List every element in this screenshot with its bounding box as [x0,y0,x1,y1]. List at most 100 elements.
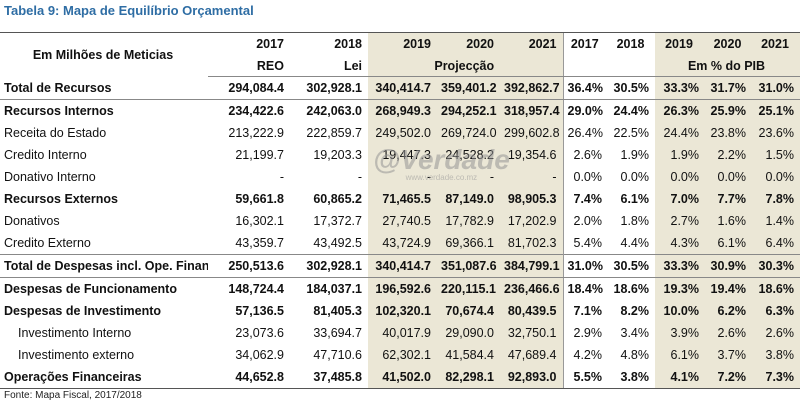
cell-value: 18.6% [613,282,649,296]
row-label: Investimento Interno [18,326,132,340]
cell-value: 2.6% [752,322,800,344]
table-row: Donativos 16,302.1 17,372.7 27,740.5 17,782.… [0,210,800,232]
cell-value: 71,465.5 [368,188,437,210]
cell-value: 242,063.0 [306,104,362,118]
header-year: 2017 [208,32,290,55]
cell-value: 3.4% [620,326,650,340]
cell-value: 3.8% [752,344,800,366]
row-label: Credito Interno [4,148,87,162]
cell-value: 1.9% [655,144,705,166]
cell-value: 19.3% [655,277,705,300]
cell-value: 34,062.9 [235,348,284,362]
row-label: Receita do Estado [4,126,107,140]
cell-value: 24.4% [655,122,705,144]
cell-value: 23,073.6 [235,326,284,340]
cell-value: 7.7% [705,188,752,210]
cell-value: 6.1% [620,192,650,206]
cell-value: - [357,170,362,184]
cell-value: 3.8% [608,366,655,389]
cell-value: 302,928.1 [290,76,368,100]
header-label: Em Milhões de Meticias [0,32,208,77]
cell-value: 87,149.0 [437,188,500,210]
table-row: Donativo Interno - - - - -0.0% 0.0% 0.0% 0.0% 0.0… [0,166,800,188]
cell-value: 2.6% [705,322,752,344]
row-label: Donativo Interno [4,170,96,184]
table-row: Receita do Estado 213,222.9 222,859.7 249,5… [0,122,800,144]
cell-value: 302,928.1 [290,254,368,278]
cell-value: 32,750.1 [500,322,563,344]
cell-value: - [500,166,563,188]
cell-value: 1.8% [620,214,650,228]
cell-value: 2.2% [705,144,752,166]
cell-value: 340,414.7 [368,254,437,278]
row-label: Despesas de Funcionamento [4,282,177,296]
cell-value: 59,661.8 [235,192,284,206]
cell-value: 4.8% [620,348,650,362]
cell-value: 81,405.3 [313,304,362,318]
cell-value: 184,037.1 [306,282,362,296]
cell-value: 0.0% [562,166,608,188]
cell-value: 22.5% [613,126,649,140]
cell-value: 57,136.5 [235,304,284,318]
cell-value: 40,017.9 [368,322,437,344]
source-note: Fonte: Mapa Fiscal, 2017/2018 [4,390,142,401]
cell-value: 17,202.9 [500,210,563,232]
cell-value: 19,447.3 [368,144,437,166]
cell-value: 41,584.4 [437,344,500,366]
cell-value: 23.6% [752,122,800,144]
cell-value: 4.4% [620,236,650,250]
cell-value: 44,652.8 [208,366,290,389]
cell-value: 4.1% [655,366,705,389]
cell-value: 25.1% [752,99,800,122]
cell-value: 234,422.6 [228,104,284,118]
table-title: Tabela 9: Mapa de Equilíbrio Orçamental [4,3,254,18]
header-blank [608,55,655,77]
cell-value: 30.5% [608,76,655,100]
header-sub: Lei [290,55,368,77]
cell-value: 80,439.5 [500,300,563,322]
cell-value: 2.9% [562,322,608,344]
watermark-url: www.verdade.co.mz [405,173,478,182]
cell-value: 8.2% [620,304,650,318]
cell-value: 4.2% [562,344,608,366]
header-row: REO Lei Projecção Em % do PIB [0,55,800,77]
cell-value: 37,485.8 [290,366,368,389]
cell-value: 384,799.1 [500,254,563,278]
cell-value: 47,710.6 [313,348,362,362]
watermark: @Verdade www.verdade.co.mz [373,146,510,183]
cell-value: 6.3% [752,300,800,322]
cell-value: 0.0% [752,166,800,188]
cell-value: 7.8% [752,188,800,210]
cell-value: 18.6% [752,277,800,300]
header-blank [562,55,608,77]
cell-value: 31.0% [752,76,800,100]
cell-value: 31.7% [705,76,752,100]
cell-value: 1.9% [620,148,650,162]
header-year: 2019 [368,32,437,55]
header-year: 2021 [752,32,800,55]
cell-value: 18.4% [562,277,608,300]
cell-value: 29,090.0 [437,322,500,344]
cell-value: 236,466.6 [500,277,563,300]
cell-value: 81,702.3 [500,232,563,255]
cell-value: 23.8% [705,122,752,144]
cell-value: 21,199.7 [235,148,284,162]
cell-value: 16,302.1 [235,214,284,228]
cell-value: 7.0% [655,188,705,210]
header-year: 2021 [500,32,563,55]
cell-value: 2.7% [655,210,705,232]
cell-value: 294,084.4 [208,76,290,100]
cell-value: 318,957.4 [500,99,563,122]
cell-value: 2.0% [562,210,608,232]
cell-value: 69,366.1 [437,232,500,255]
cell-value: 213,222.9 [228,126,284,140]
cell-value: - [279,170,284,184]
cell-value: 36.4% [562,76,608,100]
cell-value: 30.3% [752,254,800,278]
cell-value: 43,724.9 [368,232,437,255]
table-row: Despesas de Investimento 57,136.5 81,405.3… [0,300,800,322]
row-label: Recursos Internos [4,104,114,118]
cell-value: 5.4% [562,232,608,255]
row-label: Total de Despesas incl. Ope. Financ. [0,254,208,278]
header-sub: REO [208,55,290,77]
